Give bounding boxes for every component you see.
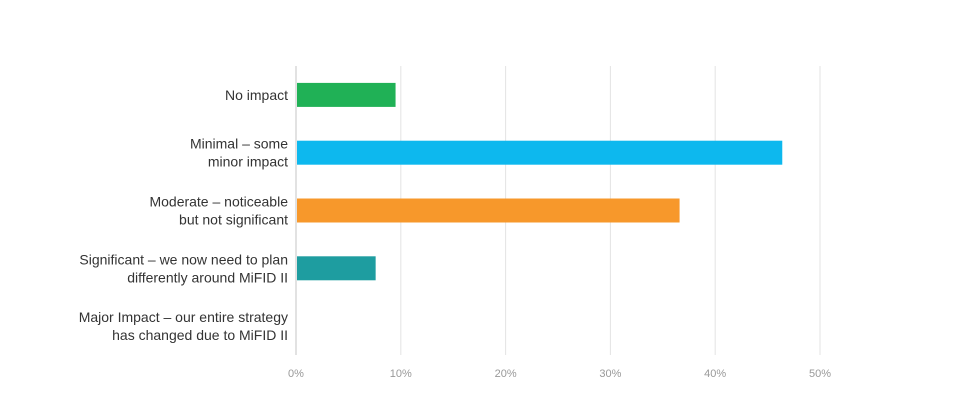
bar bbox=[297, 82, 396, 107]
category-label: No impact bbox=[225, 87, 288, 103]
category-label-line: Moderate – noticeable bbox=[149, 194, 288, 210]
bar bbox=[297, 256, 376, 281]
category-label: Significant – we now need to plan differe… bbox=[79, 251, 288, 285]
category-label-line: has changed due to MiFID II bbox=[112, 327, 288, 343]
x-tick-label: 20% bbox=[495, 368, 517, 380]
x-tick-label: 30% bbox=[599, 368, 621, 380]
category-label-line: differently around MiFID II bbox=[127, 269, 288, 285]
bar bbox=[297, 198, 680, 223]
category-label-line: No impact bbox=[225, 87, 288, 103]
category-label: Major Impact – our entire strategy has ch… bbox=[79, 309, 288, 343]
x-tick-label: 50% bbox=[809, 368, 831, 380]
bars bbox=[297, 82, 783, 281]
category-label: Moderate – noticeable but not significant bbox=[149, 194, 288, 228]
bar bbox=[297, 140, 783, 165]
category-label-line: Major Impact – our entire strategy bbox=[79, 309, 288, 325]
x-tick-label: 40% bbox=[704, 368, 726, 380]
category-label-line: Minimal – some bbox=[190, 136, 288, 152]
category-label-line: but not significant bbox=[179, 212, 288, 228]
category-labels: No impact Minimal – some minor impact Moder… bbox=[79, 87, 289, 343]
x-tick-label: 10% bbox=[390, 368, 412, 380]
x-tick-labels: 0% 10% 20% 30% 40% 50% bbox=[288, 368, 831, 380]
category-label: Minimal – some minor impact bbox=[190, 136, 288, 170]
category-label-line: Significant – we now need to plan bbox=[79, 251, 288, 267]
category-label-line: minor impact bbox=[208, 154, 288, 170]
x-tick-label: 0% bbox=[288, 368, 304, 380]
